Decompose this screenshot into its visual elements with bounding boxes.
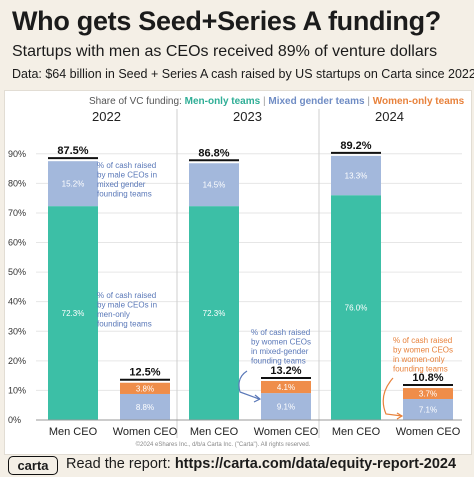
y-tick-label: 60% [8, 238, 26, 248]
annotation-arrowhead [253, 394, 262, 403]
annotation-arrow [382, 377, 403, 417]
segment-value-label: 9.1% [277, 403, 295, 412]
x-category-label: Men CEO [332, 426, 381, 438]
segment-value-label: 76.0% [345, 304, 368, 313]
y-tick-label: 20% [8, 356, 26, 366]
x-category-label: Women CEO [254, 426, 319, 438]
y-tick-label: 40% [8, 297, 26, 307]
segment-value-label: 72.3% [62, 309, 85, 318]
read-report-prefix: Read the report: [66, 456, 171, 472]
y-tick-label: 0% [8, 415, 21, 425]
annotation-text: mixed gender [97, 180, 146, 189]
total-value-label: 10.8% [412, 372, 443, 384]
segment-value-label: 7.1% [419, 405, 437, 414]
page-subtitle: Startups with men as CEOs received 89% o… [12, 43, 438, 60]
legend-separator: | [262, 96, 266, 107]
chart-legend: Share of VC funding: Men-only teams | Mi… [89, 96, 464, 107]
bar-segment [261, 380, 311, 394]
y-tick-label: 90% [8, 149, 26, 159]
x-category-label: Men CEO [190, 426, 239, 438]
y-tick-label: 70% [8, 208, 26, 218]
annotation-text: % of cash raised [251, 328, 310, 337]
annotation-text: by male CEOs in [97, 171, 157, 180]
annotation-text: % of cash raised [97, 161, 156, 170]
annotation-text: in mixed-gender [251, 347, 309, 356]
legend-separator: | [367, 96, 370, 107]
segment-value-label: 14.5% [203, 181, 226, 190]
segment-value-label: 8.8% [136, 403, 154, 412]
annotation-text: % of cash raised [393, 336, 452, 345]
bar-segment [261, 393, 311, 420]
total-value-label: 86.8% [198, 147, 229, 159]
footer [0, 455, 474, 477]
bar-segment [403, 398, 453, 420]
annotation-arrowhead [396, 412, 404, 420]
bar-segment [120, 393, 170, 420]
bar-segment [331, 195, 381, 420]
bar-segment [189, 206, 239, 420]
y-tick-label: 80% [8, 178, 26, 188]
annotation-text: founding teams [251, 357, 306, 366]
y-tick-label: 10% [8, 385, 26, 395]
total-value-label: 12.5% [129, 367, 160, 379]
annotation-text: men-only [97, 310, 130, 319]
legend-prefix: Share of VC funding: [89, 96, 182, 107]
y-tick-label: 30% [8, 326, 26, 336]
carta-logo: carta [8, 456, 58, 475]
legend-mixed-gender: Mixed gender teams [268, 96, 365, 107]
annotation-text: founding teams [393, 365, 448, 374]
annotation-arrow [238, 370, 260, 400]
annotation-text: founding teams [97, 190, 152, 199]
x-category-label: Women CEO [113, 426, 178, 438]
annotation-text: % of cash raised [97, 291, 156, 300]
bar-segment [189, 163, 239, 207]
total-value-label: 89.2% [340, 140, 371, 152]
legend-men-only: Men-only teams [184, 96, 261, 107]
segment-value-label: 3.7% [419, 390, 437, 399]
annotation-text: by women CEOs [393, 346, 453, 355]
segment-value-label: 13.3% [345, 172, 368, 181]
annotation-text: in women-only [393, 355, 445, 364]
annotation-text: founding teams [97, 320, 152, 329]
total-value-label: 87.5% [57, 145, 88, 157]
bar-segment [48, 206, 98, 420]
bar-segment [403, 388, 453, 399]
total-value-label: 13.2% [270, 365, 301, 377]
segment-value-label: 4.1% [277, 383, 295, 392]
y-tick-label: 50% [8, 267, 26, 277]
x-category-label: Men CEO [49, 426, 98, 438]
data-note: Data: $64 billion in Seed + Series A cas… [12, 67, 474, 81]
x-category-label: Women CEO [396, 426, 461, 438]
bar-segment [331, 155, 381, 196]
report-link[interactable]: https://carta.com/data/equity-report-202… [174, 456, 457, 472]
bar-segment [120, 382, 170, 394]
legend-women-only: Women-only teams [372, 96, 465, 107]
year-label: 2023 [233, 109, 262, 124]
year-label: 2022 [92, 109, 121, 124]
stacked-bar-chart: 0% 10% 20% 30% 40% 50% 60% 70% 80% 90% 2022 72.3% 15… [8, 109, 462, 448]
segment-value-label: 3.8% [136, 384, 154, 393]
year-label: 2024 [375, 109, 404, 124]
segment-value-label: 72.3% [203, 309, 226, 318]
copyright-text: ©2024 eShares Inc., d/b/a Carta Inc. ("C… [136, 441, 311, 448]
segment-value-label: 15.2% [62, 180, 85, 189]
read-report-line: Read the report: https://carta.com/data/… [66, 456, 456, 472]
annotation-text: by women CEOs [251, 338, 311, 347]
bar-segment [48, 161, 98, 207]
annotation-text: by male CEOs in [97, 301, 157, 310]
page-title: Who gets Seed+Series A funding? [12, 6, 442, 36]
